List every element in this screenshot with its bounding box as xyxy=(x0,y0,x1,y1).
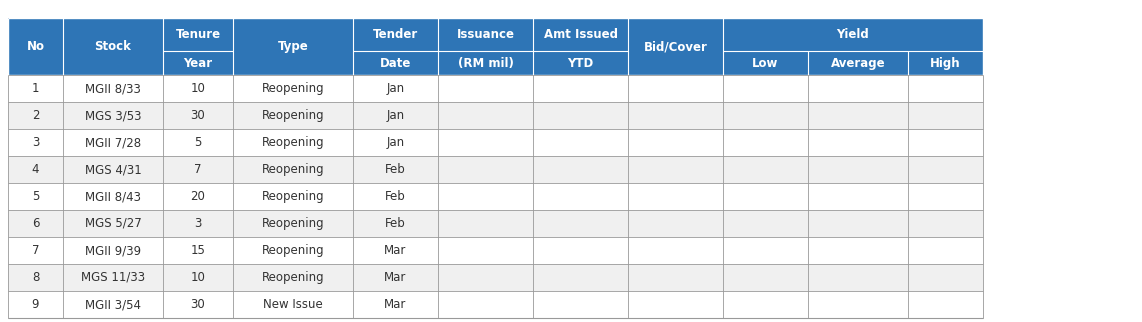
Text: MGII 7/28: MGII 7/28 xyxy=(85,136,142,149)
Text: Mar: Mar xyxy=(385,244,407,257)
Text: Reopening: Reopening xyxy=(262,190,324,203)
Bar xyxy=(8,156,983,183)
Bar xyxy=(63,18,163,75)
Text: 5: 5 xyxy=(32,190,39,203)
Text: Mar: Mar xyxy=(385,298,407,311)
Text: MGS 11/33: MGS 11/33 xyxy=(81,271,145,284)
Bar xyxy=(908,51,983,75)
Text: MGII 8/43: MGII 8/43 xyxy=(85,190,140,203)
Text: Feb: Feb xyxy=(385,217,405,230)
Text: Jan: Jan xyxy=(386,109,404,122)
Bar xyxy=(723,51,809,75)
Bar xyxy=(8,129,983,156)
Text: Reopening: Reopening xyxy=(262,82,324,95)
Text: MGS 4/31: MGS 4/31 xyxy=(85,163,142,176)
Bar xyxy=(353,18,439,75)
Bar xyxy=(8,75,983,102)
Text: Yield: Yield xyxy=(837,28,869,41)
Text: 7: 7 xyxy=(194,163,202,176)
Text: Reopening: Reopening xyxy=(262,136,324,149)
Text: New Issue: New Issue xyxy=(263,298,323,311)
Text: Issuance: Issuance xyxy=(457,28,515,41)
Text: 30: 30 xyxy=(191,109,206,122)
Bar xyxy=(8,264,983,291)
Text: MGII 9/39: MGII 9/39 xyxy=(85,244,142,257)
Text: YTD: YTD xyxy=(568,56,594,70)
Text: 3: 3 xyxy=(194,217,202,230)
Bar xyxy=(8,183,983,210)
Text: Low: Low xyxy=(753,56,779,70)
Text: Reopening: Reopening xyxy=(262,109,324,122)
Bar xyxy=(8,237,983,264)
Text: 5: 5 xyxy=(194,136,202,149)
Text: 8: 8 xyxy=(32,271,39,284)
Text: Feb: Feb xyxy=(385,190,405,203)
Text: Reopening: Reopening xyxy=(262,244,324,257)
Bar xyxy=(8,210,983,237)
Text: High: High xyxy=(931,56,960,70)
Text: Average: Average xyxy=(830,56,885,70)
Bar xyxy=(533,18,628,75)
Text: MGS 3/53: MGS 3/53 xyxy=(85,109,142,122)
Text: 7: 7 xyxy=(32,244,39,257)
Text: 10: 10 xyxy=(191,82,206,95)
Text: Mar: Mar xyxy=(385,271,407,284)
Bar xyxy=(628,18,723,75)
Text: 15: 15 xyxy=(191,244,206,257)
Text: Tenure: Tenure xyxy=(176,28,220,41)
Text: Jan: Jan xyxy=(386,82,404,95)
Text: Reopening: Reopening xyxy=(262,163,324,176)
Text: 6: 6 xyxy=(32,217,39,230)
Text: 30: 30 xyxy=(191,298,206,311)
Bar xyxy=(233,18,353,75)
Text: Jan: Jan xyxy=(386,136,404,149)
Text: Bid/Cover: Bid/Cover xyxy=(644,40,707,53)
Text: 10: 10 xyxy=(191,271,206,284)
Text: Reopening: Reopening xyxy=(262,271,324,284)
Text: Type: Type xyxy=(278,40,308,53)
Bar xyxy=(723,18,983,51)
Text: 3: 3 xyxy=(32,136,39,149)
Text: 9: 9 xyxy=(32,298,39,311)
Text: (RM mil): (RM mil) xyxy=(458,56,514,70)
Text: MGII 3/54: MGII 3/54 xyxy=(85,298,140,311)
Bar xyxy=(439,18,533,75)
Bar xyxy=(163,18,233,75)
Text: Year: Year xyxy=(184,56,212,70)
Text: Stock: Stock xyxy=(95,40,131,53)
Text: Reopening: Reopening xyxy=(262,217,324,230)
Text: 1: 1 xyxy=(32,82,39,95)
Bar xyxy=(809,51,908,75)
Text: MGII 8/33: MGII 8/33 xyxy=(85,82,140,95)
Bar xyxy=(8,102,983,129)
Text: Amt Issued: Amt Issued xyxy=(544,28,618,41)
Text: 2: 2 xyxy=(32,109,39,122)
Text: Tender: Tender xyxy=(373,28,418,41)
Text: 20: 20 xyxy=(191,190,206,203)
Text: No: No xyxy=(26,40,45,53)
Text: Feb: Feb xyxy=(385,163,405,176)
Text: MGS 5/27: MGS 5/27 xyxy=(85,217,142,230)
Text: Date: Date xyxy=(380,56,411,70)
Bar xyxy=(8,291,983,318)
Text: 4: 4 xyxy=(32,163,39,176)
Bar xyxy=(8,18,63,75)
